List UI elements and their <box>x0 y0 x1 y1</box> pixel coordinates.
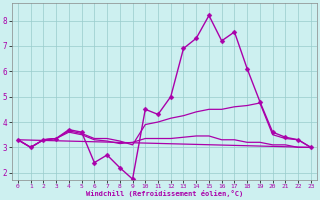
X-axis label: Windchill (Refroidissement éolien,°C): Windchill (Refroidissement éolien,°C) <box>86 190 243 197</box>
